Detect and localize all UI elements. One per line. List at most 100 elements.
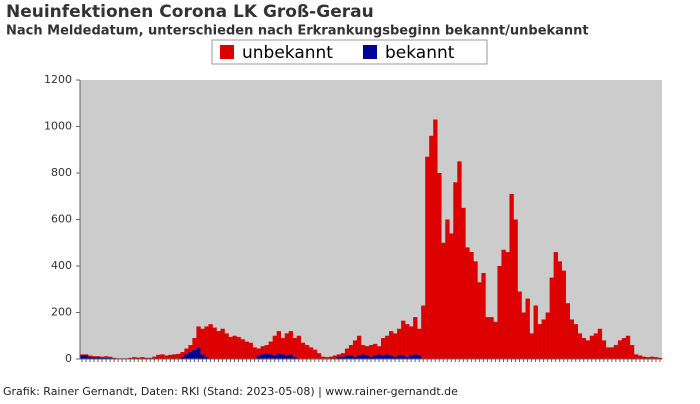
bar-segment (260, 354, 265, 359)
bar-segment (629, 345, 635, 359)
bar-segment (112, 357, 117, 359)
bar-segment (204, 326, 209, 357)
bar-segment (381, 355, 386, 359)
bar-segment (368, 356, 374, 359)
bar-segment (393, 333, 398, 357)
bar-segment (100, 356, 105, 358)
bar-segment (268, 354, 273, 359)
bar-segment (320, 356, 326, 359)
bar-segment (168, 354, 173, 359)
bar-segment (373, 355, 378, 359)
bar-segment (364, 355, 370, 359)
bar-segment (581, 338, 587, 359)
bar-segment (328, 356, 334, 359)
bar-segment (252, 347, 257, 359)
bar-segment (509, 193, 514, 359)
bar-segment (184, 348, 189, 355)
bar-segment (308, 347, 314, 359)
bar-segment (276, 331, 281, 354)
bar-segment (304, 345, 310, 359)
bar-segment (92, 357, 97, 359)
bar-segment (288, 331, 294, 355)
bar-segment (645, 357, 651, 359)
bar-segment (517, 291, 522, 359)
bar-segment (621, 338, 627, 359)
chart-title: Neuinfektionen Corona LK Groß-Gerau (6, 2, 374, 22)
bar-segment (389, 331, 394, 356)
bar-segment (96, 357, 101, 359)
bar-segment (192, 349, 197, 359)
bar-segment (280, 354, 286, 359)
bar-segment (164, 355, 169, 359)
bar-segment (220, 328, 225, 359)
legend-swatch (362, 45, 377, 59)
bar-segment (136, 357, 141, 359)
bar-segment (248, 342, 253, 359)
bar-segment (240, 339, 245, 359)
bar-segment (280, 338, 286, 355)
legend-label: unbekannt (242, 43, 333, 63)
bar-segment (204, 356, 209, 359)
bar-segment (260, 346, 265, 355)
bar-segment (332, 355, 338, 359)
bar-segment (96, 356, 101, 358)
bar-segment (585, 340, 591, 359)
legend-label: bekannt (385, 43, 455, 63)
bar-segment (529, 333, 534, 359)
footer: Grafik: Rainer Gernandt, Daten: RKI (Sta… (3, 385, 458, 398)
bar-segment (597, 328, 603, 359)
bar-segment (397, 328, 402, 356)
bar-segment (461, 207, 466, 359)
bar-segment (377, 346, 382, 355)
bar-segment (140, 357, 145, 359)
bar-segment (148, 357, 153, 359)
bar-segment (409, 355, 414, 359)
bar-segment (288, 354, 294, 359)
bar-segment (172, 354, 177, 359)
bar-segment (557, 261, 562, 359)
bar-segment (489, 317, 494, 359)
bar-segment (425, 156, 430, 359)
bar-segment (184, 354, 189, 359)
bar-segment (537, 324, 542, 359)
bar-segment (368, 345, 374, 357)
bar-segment (364, 346, 370, 356)
bar-segment (360, 345, 366, 355)
bar-segment (565, 303, 570, 359)
legend-swatch (220, 45, 234, 59)
bar-segment (276, 353, 281, 359)
bar-segment (573, 324, 579, 359)
bar-segment (144, 357, 149, 359)
bar-segment (497, 266, 502, 359)
bar-segment (393, 356, 398, 359)
bar-segment (501, 249, 506, 359)
bar-segment (373, 343, 378, 356)
bar-segment (641, 356, 647, 359)
legend-box (211, 39, 488, 65)
bar-segment (88, 356, 93, 359)
bar-segment (477, 282, 482, 359)
bar-segment (405, 356, 410, 359)
bar-segment (549, 277, 554, 359)
y-tick-label: 1200 (44, 73, 72, 86)
bar-segment (336, 356, 342, 359)
bar-segment (104, 356, 109, 358)
bar-segment (421, 305, 426, 359)
bar-segment (340, 356, 346, 359)
y-tick-label: 200 (51, 306, 72, 319)
bar-segment (228, 336, 233, 359)
y-tick-label: 1000 (44, 120, 72, 133)
bar-segment (449, 233, 454, 359)
bar-segment (413, 354, 418, 359)
bar-segment (80, 355, 85, 359)
bar-segment (272, 355, 277, 359)
bar-segment (657, 357, 663, 359)
bar-segment (569, 319, 574, 359)
bar-segment (312, 349, 318, 359)
bar-segment (84, 354, 89, 356)
bar-segment (180, 352, 185, 357)
bar-segment (445, 219, 450, 359)
bar-segment (453, 182, 458, 359)
bar-segment (268, 341, 273, 355)
